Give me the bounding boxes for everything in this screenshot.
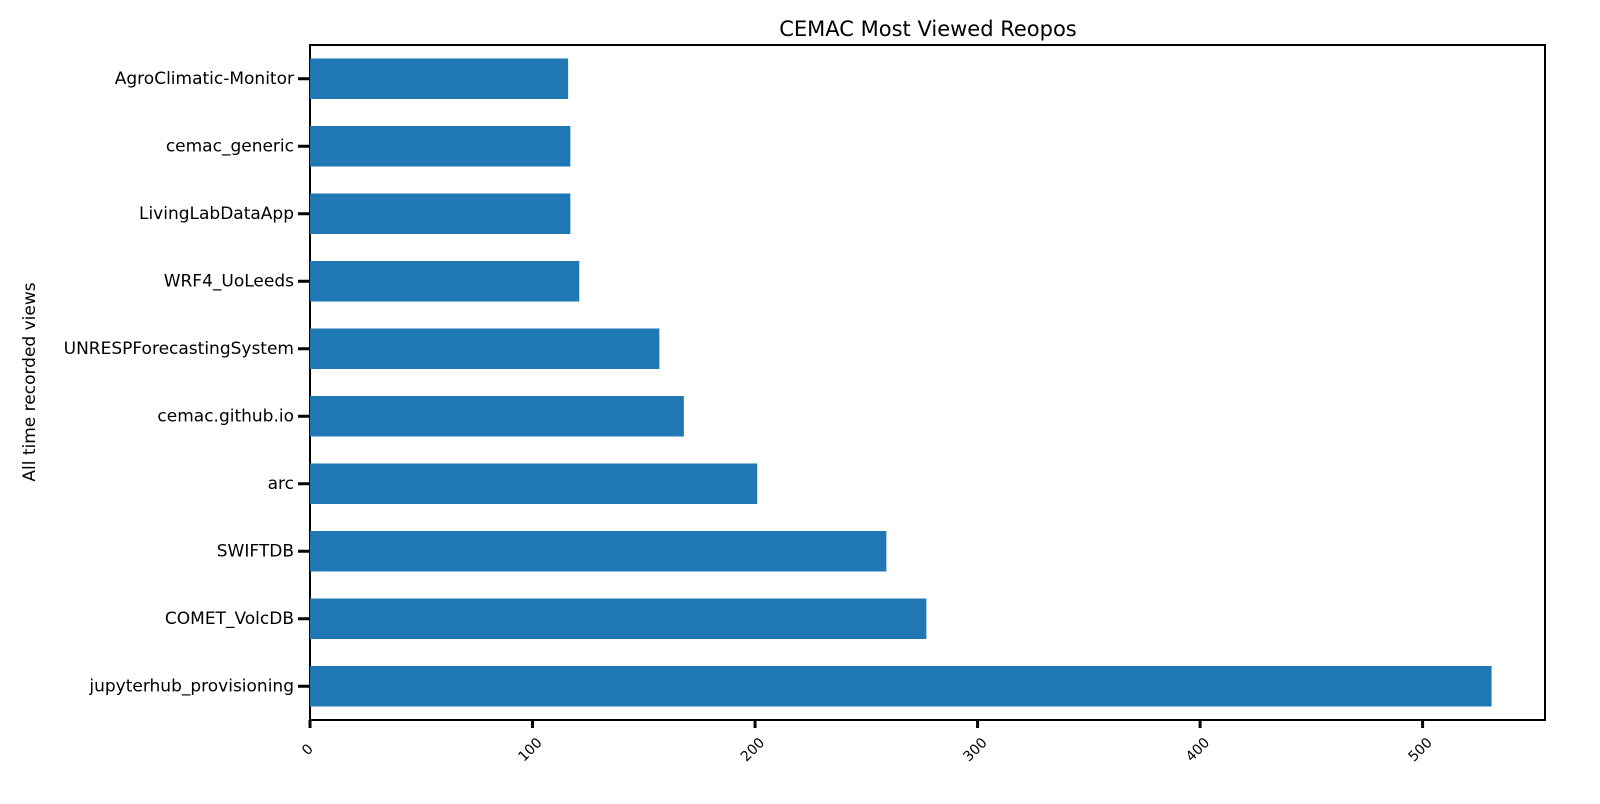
x-tick-label: 400 [1183, 735, 1213, 765]
y-tick-label: COMET_VolcDB [165, 609, 294, 629]
bar [310, 261, 580, 302]
x-tick-label: 100 [515, 735, 545, 765]
bar [310, 666, 1492, 707]
bar [310, 396, 684, 437]
bar [310, 126, 571, 167]
y-tick-label: AgroClimatic-Monitor [115, 69, 294, 89]
y-tick-label: SWIFTDB [217, 541, 294, 561]
y-tick-label: arc [268, 474, 294, 494]
y-tick-label: cemac_generic [166, 136, 294, 156]
bar [310, 531, 887, 572]
bar [310, 58, 569, 99]
y-tick-label: cemac.github.io [157, 406, 294, 426]
y-tick-label: LivingLabDataApp [139, 204, 294, 224]
bar [310, 598, 927, 639]
x-tick-label: 0 [299, 741, 317, 759]
y-axis-label: All time recorded views [20, 282, 40, 481]
x-tick-label: 300 [960, 735, 990, 765]
bar [310, 463, 758, 504]
x-tick-label: 200 [738, 735, 768, 765]
plot-frame [309, 44, 1546, 721]
y-tick-label: WRF4_UoLeeds [164, 271, 294, 291]
bar [310, 193, 571, 234]
y-tick-label: jupyterhub_provisioning [88, 676, 294, 696]
y-tick-label: UNRESPForecastingSystem [64, 339, 294, 359]
chart-title: CEMAC Most Viewed Reopos [779, 17, 1077, 41]
bar [310, 328, 660, 369]
x-tick-label: 500 [1406, 735, 1436, 765]
